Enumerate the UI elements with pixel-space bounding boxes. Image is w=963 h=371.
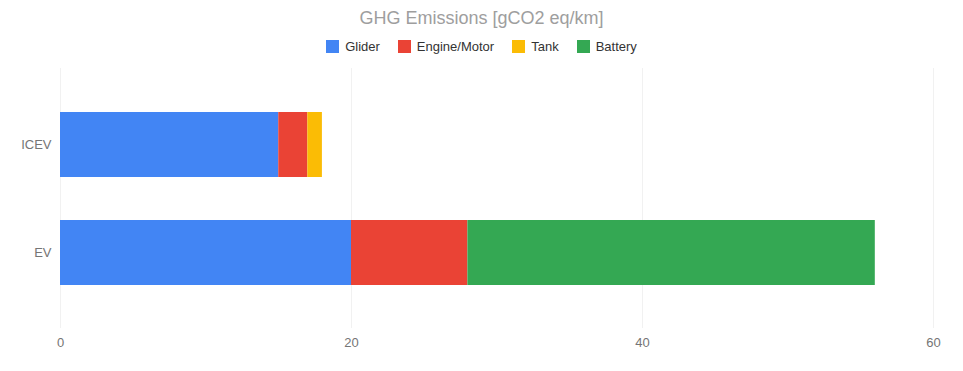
html-text:Engine/Motor: Engine/Motor <box>416 38 495 54</box>
html-text:Glider: Glider <box>345 38 380 54</box>
svg-text:60: 60 <box>926 335 940 350</box>
svg-text:ICEV: ICEV <box>21 137 52 152</box>
html-text:GHG Emissions [gCO2 eq/km]: GHG Emissions [gCO2 eq/km] <box>359 8 604 28</box>
svg-text:0: 0 <box>57 335 64 350</box>
svg-text:40: 40 <box>635 335 649 350</box>
html-text:Battery: Battery <box>595 38 637 54</box>
html-text:Tank: Tank <box>531 38 559 54</box>
svg-text:20: 20 <box>344 335 358 350</box>
svg-text:EV: EV <box>34 245 52 260</box>
